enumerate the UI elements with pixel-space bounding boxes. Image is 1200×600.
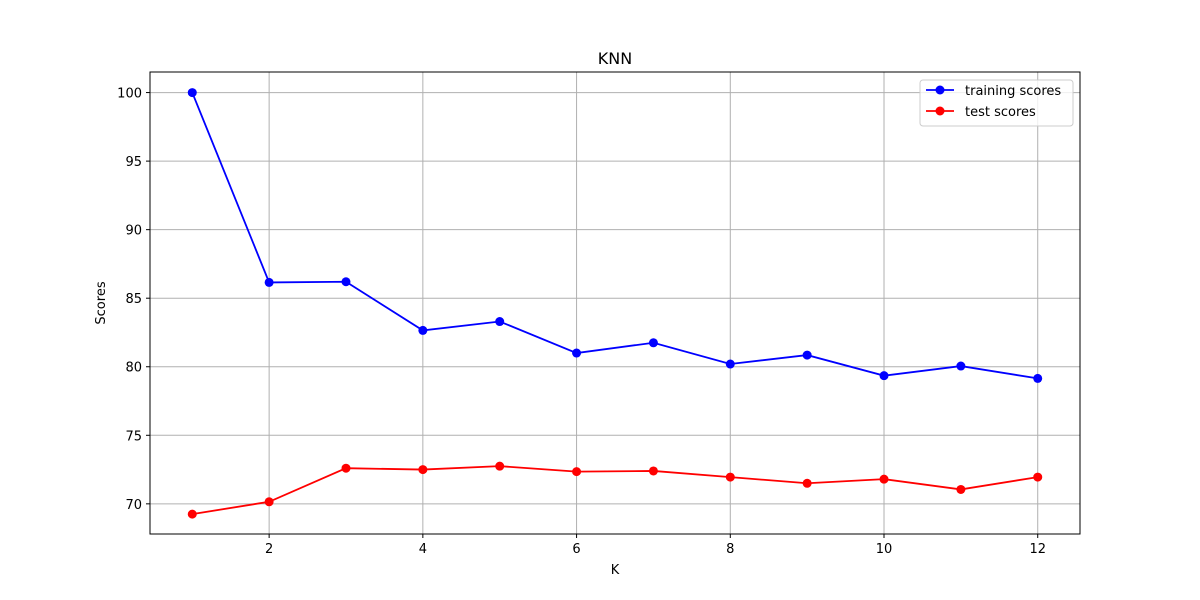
data-point — [956, 361, 966, 371]
data-point — [187, 509, 197, 519]
data-point — [418, 465, 428, 475]
series-1 — [187, 88, 1043, 383]
chart-title: KNN — [598, 49, 632, 68]
data-point — [648, 338, 658, 348]
data-point — [572, 467, 582, 477]
x-axis-label: K — [611, 563, 620, 578]
y-tick-label: 95 — [125, 155, 142, 170]
data-point — [956, 484, 966, 494]
data-point — [187, 88, 197, 98]
data-point — [264, 277, 274, 287]
data-point — [725, 472, 735, 482]
legend-marker — [935, 106, 945, 116]
legend-entry: test scores — [926, 105, 1036, 120]
data-point — [1033, 472, 1043, 482]
legend-box — [919, 79, 1074, 127]
data-point — [1033, 373, 1043, 383]
data-point — [341, 277, 351, 287]
y-tick-label: 85 — [125, 292, 142, 307]
data-point — [495, 461, 505, 471]
series-line — [191, 92, 1038, 380]
legend-marker — [935, 85, 945, 95]
data-point — [879, 371, 889, 381]
x-tick-label: 10 — [876, 542, 893, 557]
series-line — [192, 465, 1038, 516]
y-axis-label: Scores — [94, 281, 109, 324]
data-point — [802, 478, 812, 488]
grid — [150, 72, 1080, 534]
x-tick-label: 4 — [419, 542, 427, 557]
data-point — [264, 497, 274, 507]
data-point — [648, 466, 658, 476]
plot-frame — [149, 71, 1081, 535]
data-point — [725, 359, 735, 369]
data-point — [802, 350, 812, 360]
x-tick-label: 12 — [1029, 542, 1046, 557]
x-tick-label: 6 — [572, 542, 580, 557]
data-point — [341, 463, 351, 473]
plot-series — [187, 88, 1043, 519]
y-tick-label: 75 — [125, 429, 142, 444]
legend-entry: training scores — [926, 84, 1061, 99]
y-tick-label: 100 — [117, 87, 142, 102]
y-tick-label: 70 — [125, 498, 142, 513]
data-point — [879, 474, 889, 484]
data-point — [572, 348, 582, 358]
legend-label: training scores — [965, 84, 1061, 99]
data-point — [495, 317, 505, 327]
y-tick-label: 80 — [125, 361, 142, 376]
x-tick-label: 8 — [726, 542, 734, 557]
y-tick-label: 90 — [125, 224, 142, 239]
data-point — [418, 325, 428, 335]
legend: training scores test scores — [919, 79, 1074, 127]
x-tick-label: 2 — [265, 542, 273, 557]
axis-ticks: 2 4 6 8 10 12 70 75 80 85 90 95 100 — [117, 87, 1046, 557]
series-2 — [187, 461, 1043, 519]
legend-label: test scores — [965, 105, 1036, 120]
